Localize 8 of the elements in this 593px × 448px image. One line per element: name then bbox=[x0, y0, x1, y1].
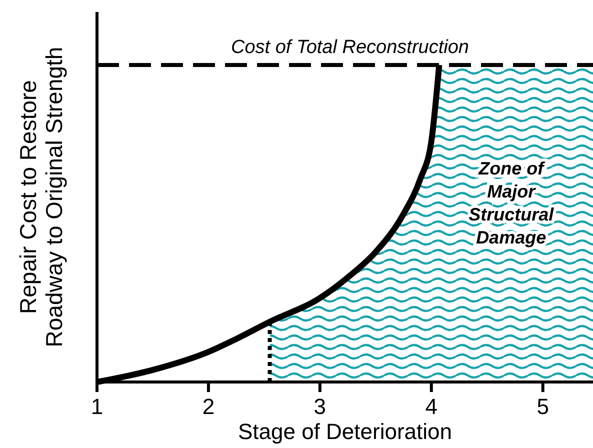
x-tick-label: 3 bbox=[314, 394, 326, 419]
ref-line-label: Cost of Total Reconstruction bbox=[231, 37, 469, 58]
x-tick-label: 5 bbox=[536, 394, 549, 419]
x-tick-label: 2 bbox=[202, 394, 215, 419]
x-tick-label: 4 bbox=[425, 394, 438, 419]
x-tick-label: 1 bbox=[90, 394, 104, 419]
x-axis-title: Stage of Deterioration bbox=[238, 419, 452, 444]
y-axis-title: Repair Cost to Restore Roadway to Original Strength bbox=[15, 46, 67, 348]
